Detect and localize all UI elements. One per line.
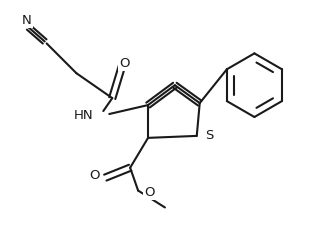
Text: O: O [89, 169, 99, 182]
Text: S: S [205, 129, 213, 142]
Text: O: O [119, 57, 130, 70]
Text: HN: HN [74, 109, 93, 121]
Text: N: N [22, 14, 32, 27]
Text: O: O [144, 186, 155, 199]
